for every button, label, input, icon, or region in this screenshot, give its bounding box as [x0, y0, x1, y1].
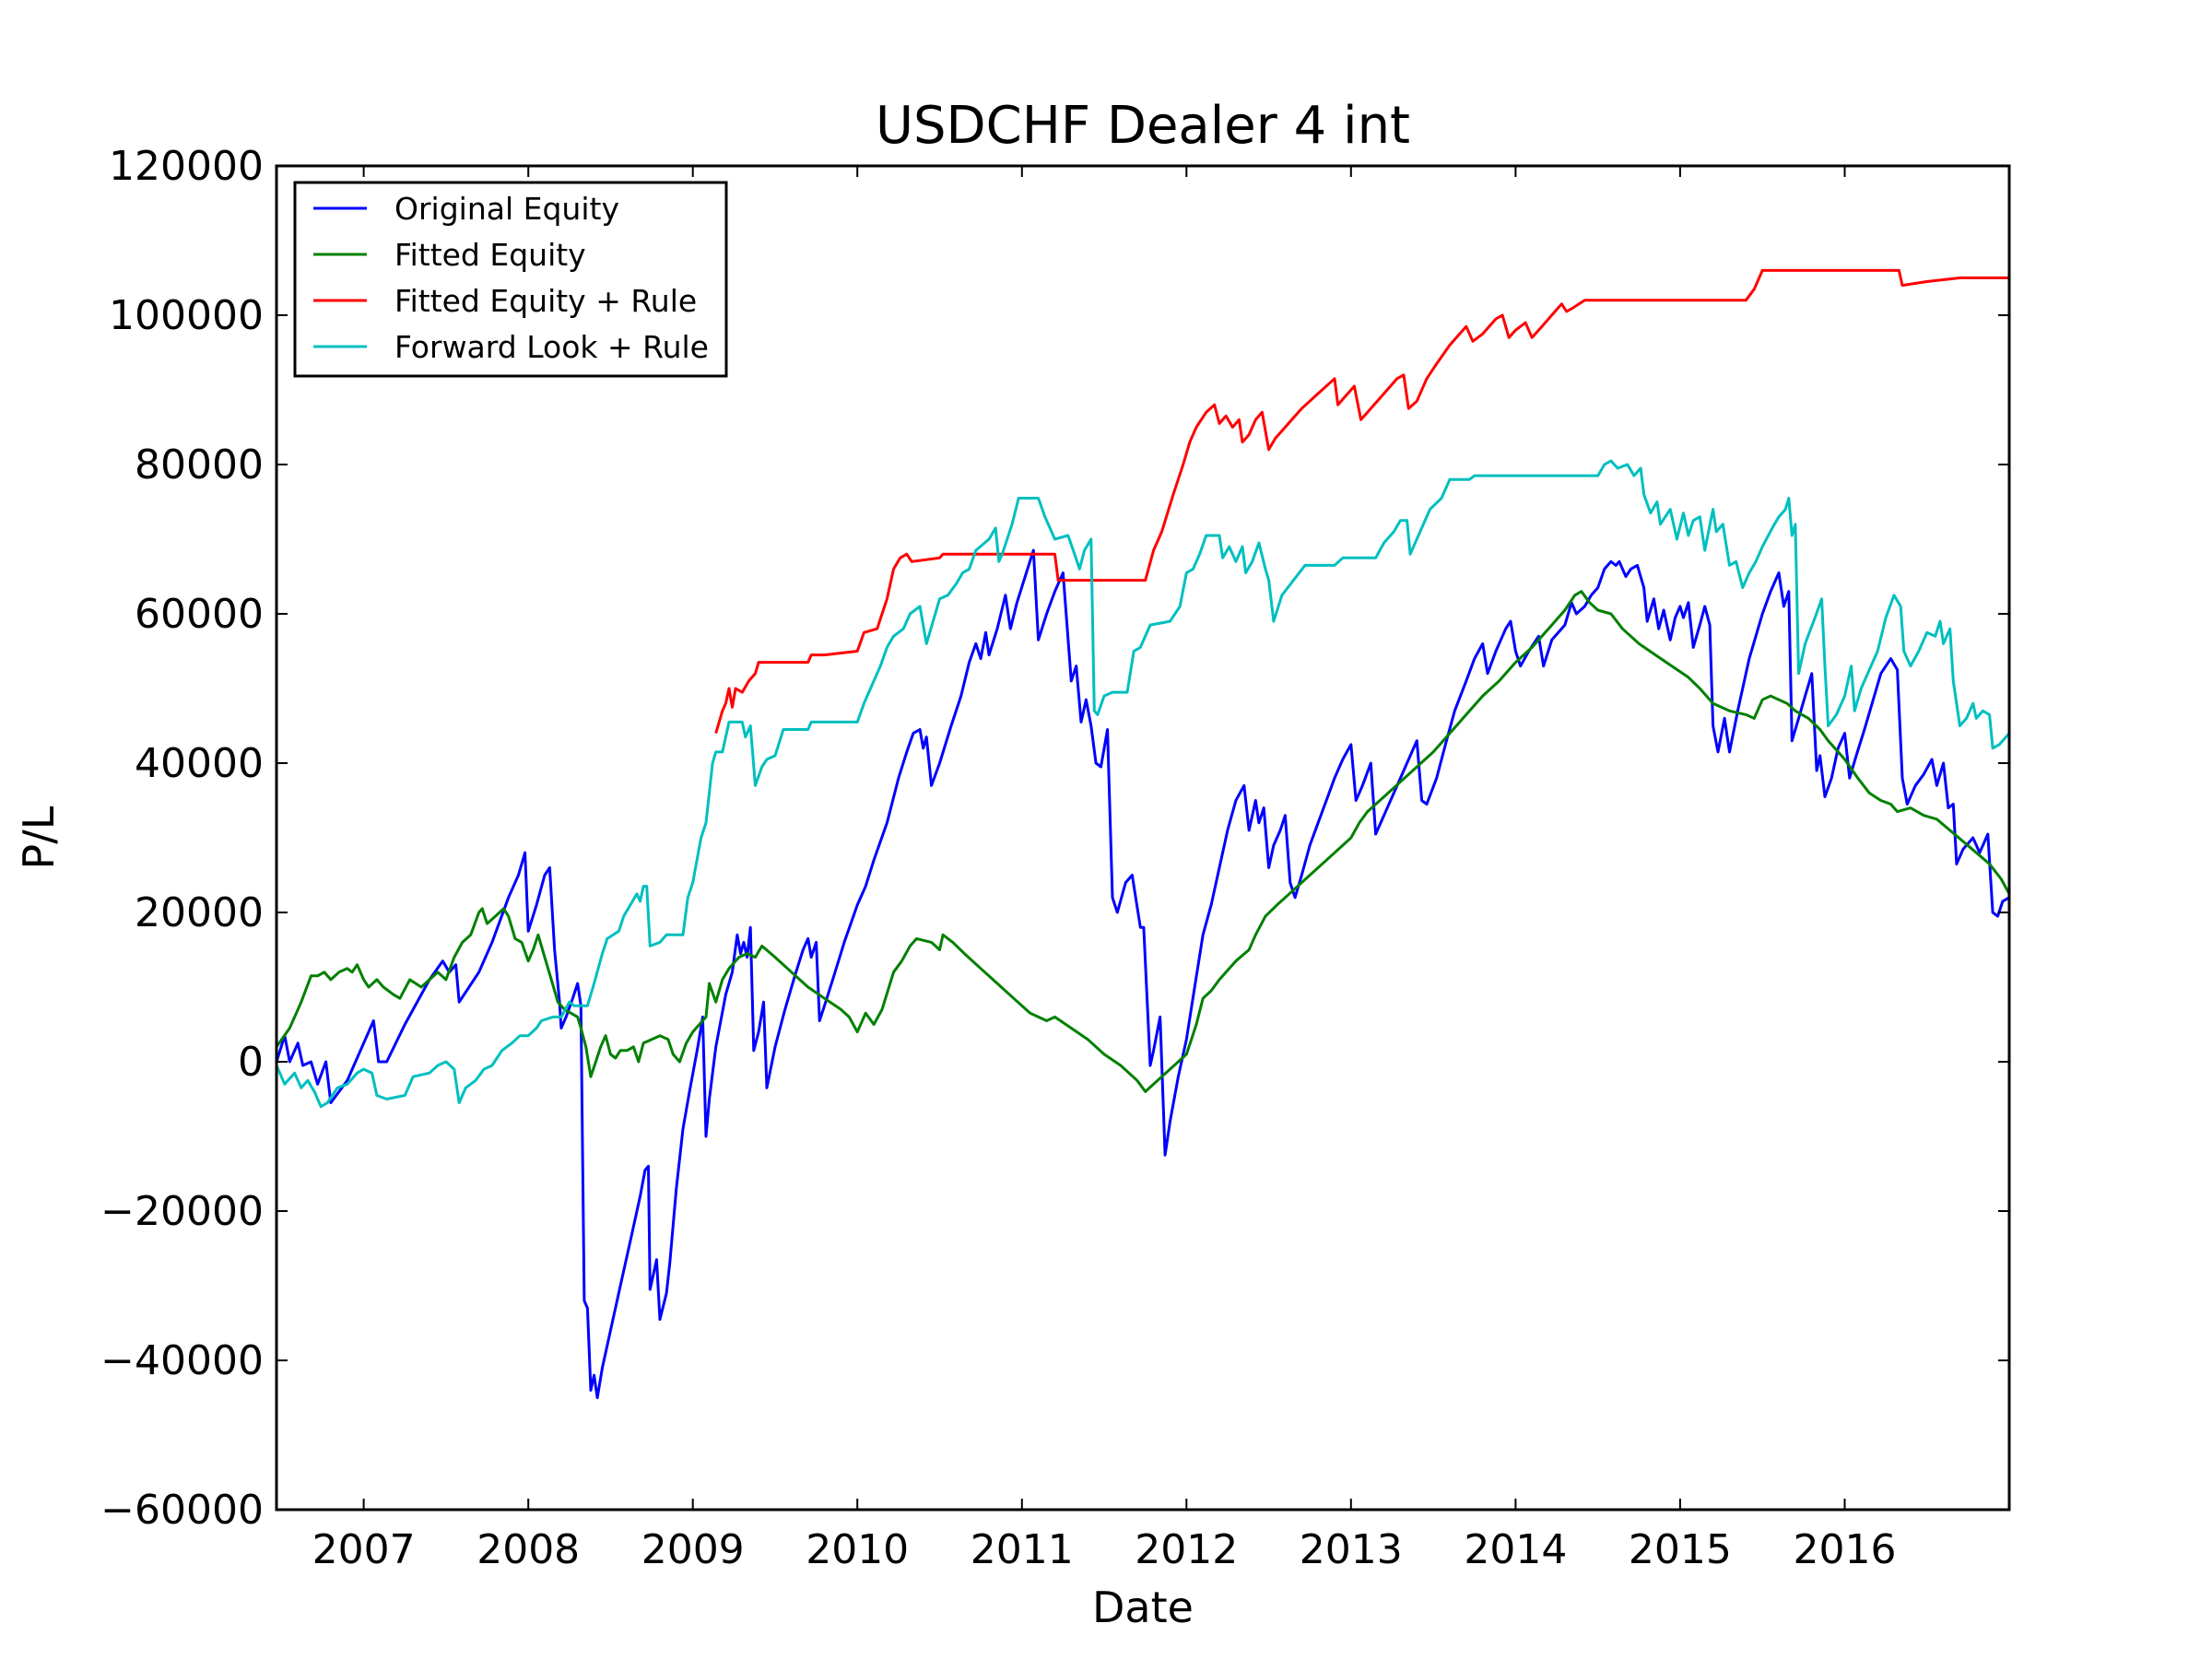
y-tick-label: −60000	[100, 1487, 264, 1534]
legend: Original Equity Fitted Equity Fitted Equ…	[293, 181, 728, 378]
plot-area: 2007 2008 2009 2010 2011 2012 2013 2014 2015 2016…	[100, 143, 2011, 1573]
y-tick-label: 20000	[135, 889, 264, 936]
series-layer	[275, 268, 2011, 1399]
series-line-fitted-equity	[275, 590, 2011, 1093]
x-tick-label: 2013	[1300, 1526, 1403, 1573]
plot-background	[276, 166, 2009, 1510]
x-tick-label: 2016	[1794, 1526, 1897, 1573]
x-tick-label: 2011	[971, 1526, 1074, 1573]
y-axis-title: P/L	[14, 806, 64, 869]
y-tick-label: 120000	[109, 143, 264, 190]
x-tick-label: 2014	[1464, 1526, 1567, 1573]
y-tick-label: 60000	[135, 591, 264, 638]
x-tick-label: 2009	[641, 1526, 745, 1573]
y-tick-label: −40000	[100, 1337, 264, 1384]
chart-title: USDCHF Dealer 4 int	[876, 96, 1410, 156]
series-line-original-equity	[275, 548, 2010, 1399]
legend-label-fitted-equity: Fitted Equity	[394, 237, 586, 273]
legend-label-original-equity: Original Equity	[394, 191, 619, 227]
x-tick-label: 2012	[1135, 1526, 1238, 1573]
x-tick-label: 2007	[312, 1526, 416, 1573]
y-tick-label: 0	[238, 1039, 264, 1086]
series-line-forward-look-rule	[275, 459, 2011, 1109]
y-tick-label: −20000	[100, 1188, 264, 1235]
tick-layer: 2007 2008 2009 2010 2011 2012 2013 2014 2015 2016…	[100, 143, 2009, 1573]
x-axis-title: Date	[1092, 1583, 1194, 1632]
x-tick-label: 2008	[477, 1526, 580, 1573]
y-tick-label: 80000	[135, 441, 264, 488]
plot-frame	[275, 164, 2011, 1512]
series-line-fitted-equity-rule	[714, 268, 2009, 735]
x-tick-label: 2010	[806, 1526, 909, 1573]
legend-frame	[293, 181, 728, 378]
x-tick-label: 2015	[1629, 1526, 1732, 1573]
y-tick-label: 40000	[135, 740, 264, 787]
y-tick-label: 100000	[109, 292, 264, 339]
legend-label-fitted-equity-rule: Fitted Equity + Rule	[394, 283, 697, 319]
legend-label-forward-look-rule: Forward Look + Rule	[394, 329, 709, 365]
